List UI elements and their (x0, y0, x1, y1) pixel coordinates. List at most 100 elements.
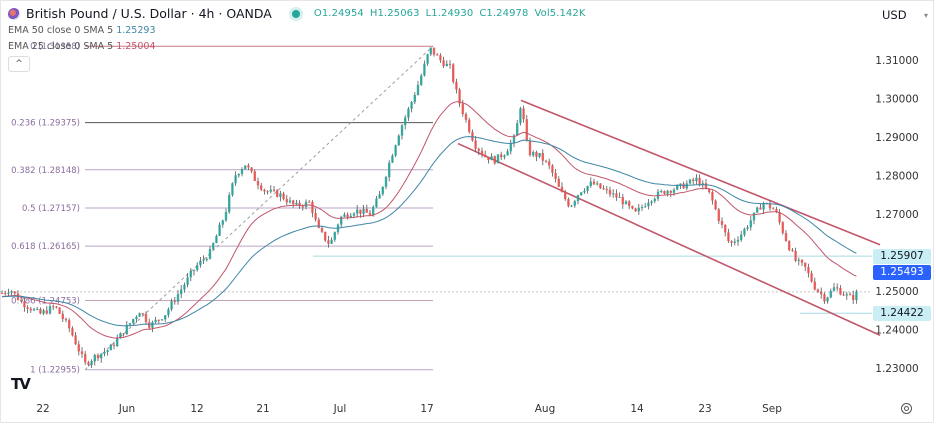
candle (852, 290, 855, 305)
candle (733, 238, 736, 246)
candle (77, 340, 80, 356)
candle (749, 216, 752, 231)
fib-trend-line (84, 45, 434, 371)
candle (535, 150, 538, 162)
candle (122, 333, 125, 337)
candle (199, 257, 202, 268)
candle (429, 47, 432, 57)
indicator-ema50[interactable]: EMA 50 close 0 SMA 5 1.25293 (8, 25, 156, 36)
fib-level-label: 0 (1.31358) (30, 42, 80, 52)
candle (522, 105, 525, 123)
candle (292, 199, 295, 208)
candle (452, 63, 455, 84)
candle (173, 296, 176, 305)
candle (327, 235, 330, 248)
ohlc-low: L1.24930 (425, 8, 474, 19)
candle (608, 186, 612, 198)
candle (612, 189, 615, 198)
collapse-legend-button[interactable]: ^ (8, 56, 30, 72)
candle (458, 87, 461, 108)
candle (42, 308, 45, 316)
candle (224, 208, 228, 222)
candle (487, 156, 490, 164)
candle (788, 240, 791, 252)
candle (532, 150, 535, 158)
symbol-title[interactable]: British Pound / U.S. Dollar · 4h · OANDA (26, 6, 272, 21)
candle (420, 73, 423, 86)
candle (276, 189, 279, 198)
candle (218, 222, 221, 237)
price-tag-ema50: 1.25493 (873, 264, 931, 280)
indicator-ema25[interactable]: EMA 25 close 0 SMA 5 1.25004 (8, 41, 156, 52)
y-axis-tick: 1.27000 (875, 209, 918, 221)
candle (154, 316, 157, 324)
settings-icon[interactable] (901, 403, 912, 414)
candle (375, 195, 378, 208)
candle (352, 212, 356, 218)
candle (29, 306, 32, 313)
candle (151, 320, 154, 333)
price-tag-support: 1.24422 (873, 305, 931, 321)
candle (637, 203, 640, 216)
candle (490, 153, 493, 161)
candle (304, 199, 308, 210)
candle (285, 194, 288, 206)
candle (298, 200, 301, 209)
candle (621, 194, 624, 209)
candle (132, 318, 135, 325)
candle (106, 349, 109, 356)
x-axis-tick: Sep (762, 403, 782, 415)
candle (820, 287, 823, 299)
candle (176, 289, 180, 305)
candle (583, 188, 586, 194)
candle (570, 204, 573, 207)
candle (484, 150, 487, 158)
candle (180, 284, 183, 299)
candle (192, 269, 196, 276)
candle (205, 257, 208, 262)
candle (4, 290, 7, 296)
candle (13, 291, 16, 296)
fib-level-label: 0.236 (1.29375) (11, 119, 80, 129)
candle (45, 306, 48, 315)
candle (378, 190, 381, 199)
candle (826, 296, 829, 304)
candle (455, 78, 458, 94)
candle (560, 182, 564, 193)
candle (829, 288, 832, 299)
candle (845, 291, 848, 300)
candle (288, 197, 292, 204)
candle (388, 160, 391, 182)
candle (96, 353, 100, 362)
candle (74, 331, 77, 345)
candle (23, 296, 26, 312)
candle (519, 106, 522, 126)
candle (55, 305, 58, 309)
candle (320, 226, 324, 233)
candle (660, 189, 663, 194)
candle (791, 248, 794, 252)
candle (695, 174, 698, 185)
candle (503, 154, 506, 160)
candle (855, 289, 858, 304)
candle (448, 60, 452, 69)
currency-selector[interactable]: USD ▾ (882, 5, 928, 25)
candle (602, 185, 605, 191)
candle (410, 100, 413, 113)
candle (596, 180, 599, 186)
candle (87, 360, 90, 367)
candle (160, 318, 164, 321)
candle (724, 224, 727, 237)
candle (784, 230, 788, 242)
candle (714, 199, 717, 211)
candle (365, 204, 368, 213)
candle (432, 47, 436, 57)
candle (26, 305, 29, 314)
candle (541, 149, 544, 166)
candle (247, 163, 250, 171)
candle (589, 177, 592, 188)
candle (650, 200, 653, 206)
candle (32, 307, 36, 312)
candle (189, 268, 192, 282)
